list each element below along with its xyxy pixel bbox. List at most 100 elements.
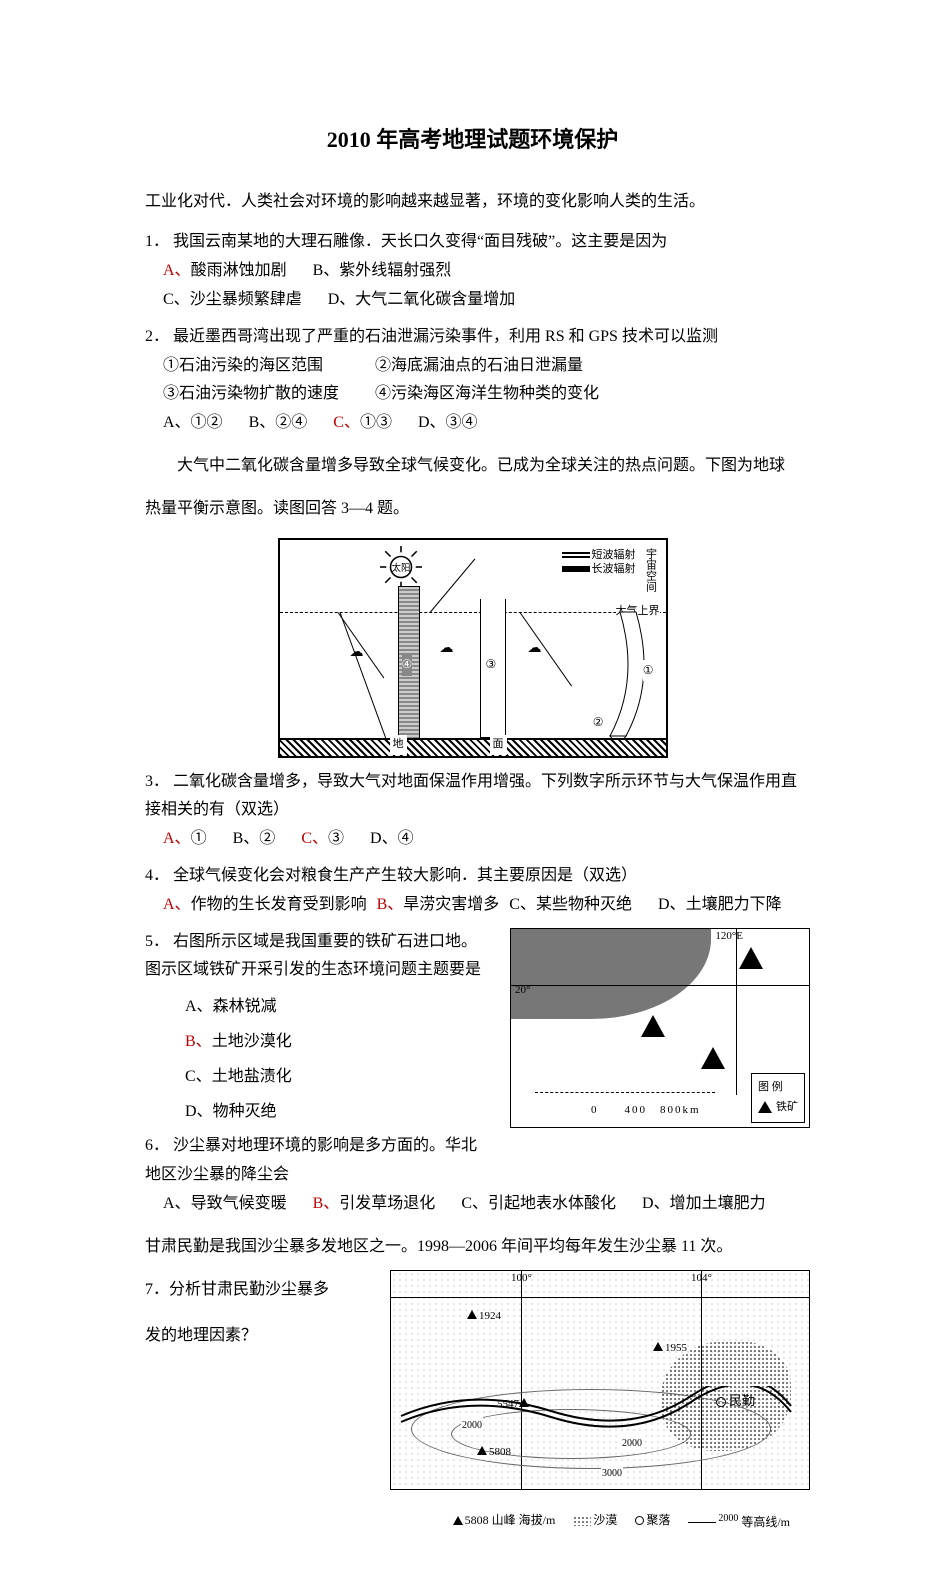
q4-optC: 某些物种灭绝 (536, 896, 632, 913)
q5-num: 5． (145, 933, 169, 950)
map5-legend: 图 例 铁矿 (751, 1073, 805, 1123)
question-4: 4． 全球气候变化会对粮食生产产生较大影响．其主要原因是（双选） A、作物的生长… (145, 862, 800, 920)
circ-1: ① (643, 660, 654, 682)
q3-optA: ① (191, 830, 207, 847)
q5-optD-label: D、 (185, 1103, 213, 1120)
map5-lon: 120°E (715, 927, 743, 947)
q2-item2: ②海底漏油点的石油日泄漏量 (375, 357, 583, 374)
q3-stem: 二氧化碳含量增多，导致大气对地面保温作用增强。下列数字所示环节与大气保温作用直接… (145, 773, 797, 819)
ground-label-l: 地 (390, 735, 407, 755)
page-title: 2010 年高考地理试题环境保护 (145, 120, 800, 160)
circ-3: ③ (486, 654, 497, 676)
minqin-label: 民勤 (716, 1389, 755, 1412)
peak-1: 1924 (467, 1307, 501, 1327)
q2-optC-label: C、 (333, 414, 360, 431)
q6-stem: 沙尘暴对地理环境的影响是多方面的。华北地区沙尘暴的降尘会 (145, 1137, 477, 1183)
peak-2: 1955 (653, 1339, 687, 1359)
atmo-side-label: 宇宙空间 (640, 548, 660, 592)
question-7-wrap: 7．分析甘肃民勤沙尘暴多 发的地理因素？ 100° 104° 40°N 2000… (145, 1276, 800, 1506)
q1-optC: 沙尘暴频繁肆虐 (190, 291, 302, 308)
q2-num: 2． (145, 328, 169, 345)
q2-optC: ①③ (360, 414, 392, 431)
q6-optD-label: D、 (642, 1195, 670, 1212)
q5-stem: 右图所示区域是我国重要的铁矿石进口地。图示区域铁矿开采引发的生态环境问题主题要是 (145, 933, 481, 979)
q6-optB: 引发草场退化 (339, 1195, 435, 1212)
q4-stem: 全球气候变化会对粮食生产产生较大影响．其主要原因是（双选） (173, 867, 637, 884)
q7-num: 7． (145, 1281, 169, 1298)
q5-optC-label: C、 (185, 1068, 212, 1085)
q1-stem: 我国云南某地的大理石雕像．天长口久变得“面目残破”。这主要是因为 (173, 233, 667, 250)
q6-optC: 引起地表水体酸化 (488, 1195, 616, 1212)
q3-optD-label: D、 (370, 830, 398, 847)
question-3: 3． 二氧化碳含量增多，导致大气对地面保温作用增强。下列数字所示环节与大气保温作… (145, 768, 800, 854)
q5-optB-label: B、 (185, 1033, 212, 1050)
q4-num: 4． (145, 867, 169, 884)
intro-text: 工业化对代．人类社会对环境的影响越来越显著，环境的变化影响人类的生活。 (145, 188, 800, 217)
q5-optA: 森林锐减 (213, 998, 277, 1015)
q6-optA-label: A、 (163, 1195, 191, 1212)
q6-optA: 导致气候变暖 (191, 1195, 287, 1212)
q2-optA: A、①② (163, 414, 223, 431)
peak-3: 5547 (497, 1395, 531, 1415)
q1-optB-label: B、 (313, 262, 340, 279)
q3-optC-label: C、 (301, 830, 328, 847)
q6-optD: 增加土壤肥力 (670, 1195, 766, 1212)
iron-mine-icon (701, 1047, 725, 1069)
map5-lat: 20° (515, 981, 530, 1001)
q3-num: 3． (145, 773, 169, 790)
q1-optC-label: C、 (163, 291, 190, 308)
iron-mine-icon (739, 947, 763, 969)
q3-optD: ④ (398, 830, 414, 847)
q2-optD: D、③④ (418, 414, 478, 431)
q4-optC-label: C、 (509, 896, 536, 913)
q5-optB: 土地沙漠化 (212, 1033, 292, 1050)
q6-num: 6． (145, 1137, 169, 1154)
q2-item1: ①石油污染的海区范围 (163, 357, 323, 374)
q1-num: 1． (145, 233, 169, 250)
q7-stem-a: 分析甘肃民勤沙尘暴多 (169, 1281, 329, 1298)
q1-optD-label: D、 (328, 291, 356, 308)
passage-7: 甘肃民勤是我国沙尘暴多发地区之一。1998—2006 年间平均每年发生沙尘暴 1… (145, 1233, 800, 1262)
q1-optD: 大气二氧化碳含量增加 (355, 291, 515, 308)
q4-optB: 旱涝灾害增多 (403, 896, 499, 913)
q4-optD: 土壤肥力下降 (686, 896, 782, 913)
q4-optA: 作物的生长发育受到影响 (191, 896, 367, 913)
peak-4: 5808 (477, 1443, 511, 1463)
q2-item4: ④污染海区海洋生物种类的变化 (375, 385, 599, 402)
map7-lon2: 104° (691, 1270, 712, 1289)
question-1: 1． 我国云南某地的大理石雕像．天长口久变得“面目残破”。这主要是因为 A、酸雨… (145, 228, 800, 314)
q2-stem: 最近墨西哥湾出现了严重的石油泄漏污染事件，利用 RS 和 GPS 技术可以监测 (173, 328, 718, 345)
q4-optD-label: D、 (658, 896, 686, 913)
q4-optA-label: A、 (163, 896, 191, 913)
q1-optB: 紫外线辐射强烈 (339, 262, 451, 279)
q5-optD: 物种灭绝 (213, 1103, 277, 1120)
q1-optA: 酸雨淋蚀加剧 (191, 262, 287, 279)
q3-optB: ② (259, 830, 275, 847)
q1-optA-label: A、 (163, 262, 191, 279)
q3-optA-label: A、 (163, 830, 191, 847)
circ-4: ④ (402, 654, 413, 676)
circ-2: ② (593, 712, 604, 734)
sun-icon: 太阳 (380, 546, 422, 588)
map-q7: 100° 104° 40°N 2000 3000 2000 1924 1955 … (390, 1270, 810, 1490)
svg-text:太阳: 太阳 (391, 562, 410, 574)
map-q5: 120°E 20° 0 400 800km 图 例 铁矿 (510, 928, 810, 1128)
map7-lon1: 100° (511, 1270, 532, 1289)
atmo-legend: 短波辐射 长波辐射 (562, 548, 636, 577)
q5-optC: 土地盐渍化 (212, 1068, 292, 1085)
q6-optC-label: C、 (461, 1195, 488, 1212)
question-6-options: A、导致气候变暖 B、引发草场退化 C、引起地表水体酸化 D、增加土壤肥力 (145, 1190, 800, 1219)
iron-mine-icon (641, 1015, 665, 1037)
passage-3-4a: 大气中二氧化碳含量增多导致全球气候变化。已成为全球关注的热点问题。下图为地球 (145, 452, 800, 481)
ground-label-r: 面 (490, 735, 507, 755)
q3-optB-label: B、 (233, 830, 260, 847)
q3-optC: ③ (328, 830, 344, 847)
figure-atmosphere: 太阳 短波辐射 长波辐射 宇宙空间 大气上界 ☁☁☁ ① ② ③ ④ 地 面 (145, 538, 800, 758)
map5-scale: 0 400 800km (591, 1101, 701, 1121)
q2-item3: ③石油污染物扩散的速度 (163, 385, 339, 402)
map7-legend: 5808 山峰 海拔/m 沙漠 聚落 2000 等高线/m (145, 1510, 800, 1534)
q2-optB: B、②④ (249, 414, 308, 431)
question-5-wrap: 5． 右图所示区域是我国重要的铁矿石进口地。图示区域铁矿开采引发的生态环境问题主… (145, 928, 800, 1190)
q5-optA-label: A、 (185, 998, 213, 1015)
q6-optB-label: B、 (313, 1195, 340, 1212)
